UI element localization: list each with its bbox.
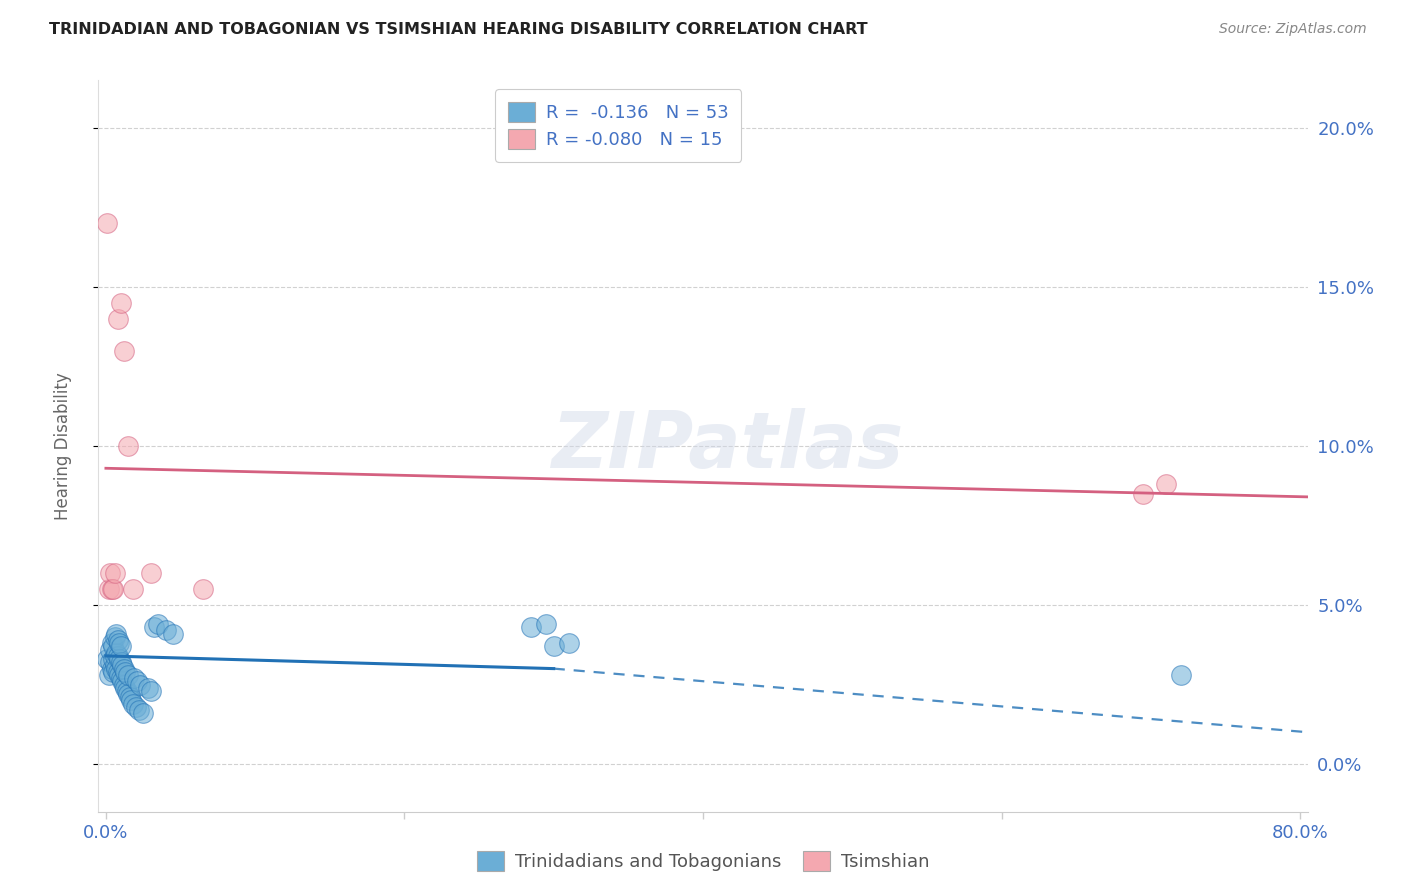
Point	[101, 662, 124, 676]
Point	[103, 665, 125, 679]
Point	[162, 626, 184, 640]
Point	[105, 662, 128, 676]
Point	[108, 636, 131, 650]
Legend: R =  -0.136   N = 53, R = -0.080   N = 15: R = -0.136 N = 53, R = -0.080 N = 15	[495, 89, 741, 161]
Point	[557, 636, 579, 650]
Point	[139, 684, 162, 698]
Point	[101, 582, 124, 596]
Point	[105, 646, 128, 660]
Point	[110, 296, 132, 310]
Point	[543, 640, 565, 654]
Point	[104, 566, 127, 581]
Point	[128, 703, 150, 717]
Point	[121, 582, 143, 596]
Point	[96, 652, 118, 666]
Point	[107, 648, 129, 663]
Point	[1154, 477, 1177, 491]
Text: Source: ZipAtlas.com: Source: ZipAtlas.com	[1219, 22, 1367, 37]
Point	[127, 674, 149, 689]
Point	[125, 699, 148, 714]
Point	[117, 668, 139, 682]
Point	[146, 617, 169, 632]
Point	[97, 668, 120, 682]
Y-axis label: Hearing Disability: Hearing Disability	[53, 372, 72, 520]
Point	[107, 632, 129, 647]
Point	[114, 681, 136, 695]
Point	[110, 640, 132, 654]
Point	[104, 648, 127, 663]
Point	[1132, 486, 1154, 500]
Point	[520, 620, 543, 634]
Text: ZIPatlas: ZIPatlas	[551, 408, 903, 484]
Point	[114, 665, 136, 679]
Text: TRINIDADIAN AND TOBAGONIAN VS TSIMSHIAN HEARING DISABILITY CORRELATION CHART: TRINIDADIAN AND TOBAGONIAN VS TSIMSHIAN …	[49, 22, 868, 37]
Point	[136, 681, 159, 695]
Point	[142, 620, 165, 634]
Point	[104, 658, 127, 673]
Point	[118, 690, 141, 705]
Point	[117, 439, 139, 453]
Point	[111, 658, 134, 673]
Point	[129, 677, 152, 691]
Point	[108, 652, 131, 666]
Point	[107, 311, 129, 326]
Point	[97, 582, 120, 596]
Point	[121, 697, 143, 711]
Point	[103, 652, 125, 666]
Point	[104, 630, 127, 644]
Point	[139, 566, 162, 581]
Point	[132, 706, 155, 720]
Point	[117, 687, 139, 701]
Point	[96, 216, 118, 230]
Point	[122, 671, 145, 685]
Point	[110, 655, 132, 669]
Point	[115, 684, 138, 698]
Point	[105, 626, 128, 640]
Point	[108, 668, 131, 682]
Point	[103, 582, 125, 596]
Point	[98, 566, 121, 581]
Point	[155, 624, 177, 638]
Point	[103, 640, 125, 654]
Point	[98, 655, 121, 669]
Point	[101, 636, 124, 650]
Point	[112, 677, 135, 691]
Point	[111, 674, 134, 689]
Point	[1170, 668, 1192, 682]
Point	[536, 617, 558, 632]
Point	[110, 671, 132, 685]
Point	[107, 665, 129, 679]
Point	[112, 662, 135, 676]
Point	[112, 343, 135, 358]
Point	[120, 693, 142, 707]
Point	[191, 582, 214, 596]
Point	[98, 642, 121, 657]
Legend: Trinidadians and Tobagonians, Tsimshian: Trinidadians and Tobagonians, Tsimshian	[470, 844, 936, 879]
